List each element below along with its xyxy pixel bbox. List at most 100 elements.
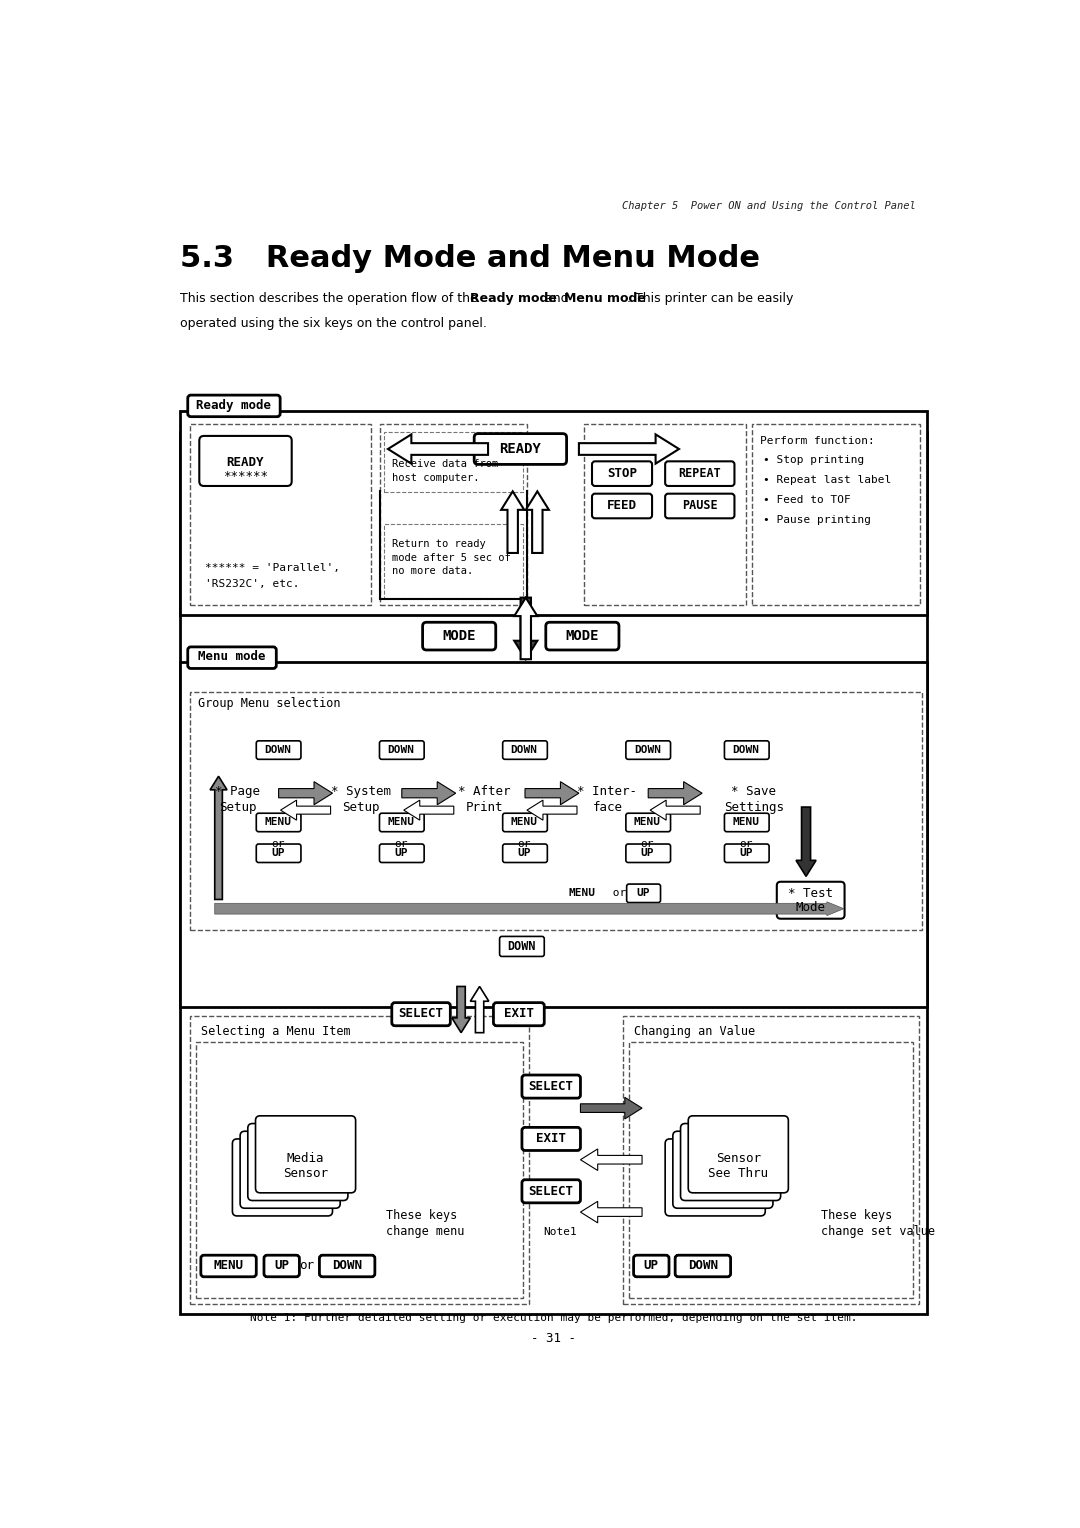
FancyBboxPatch shape [522,1128,580,1151]
FancyBboxPatch shape [201,1254,256,1277]
FancyBboxPatch shape [247,1123,348,1201]
Text: DOWN: DOWN [511,746,538,755]
FancyBboxPatch shape [680,1123,781,1201]
Text: Group Menu selection: Group Menu selection [198,697,340,711]
Bar [623,1016,919,1305]
Text: Setup: Setup [342,801,380,813]
Text: DOWN: DOWN [265,746,292,755]
Polygon shape [279,782,333,805]
FancyBboxPatch shape [634,1254,669,1277]
Text: face: face [593,801,622,813]
Text: • Stop printing: • Stop printing [762,455,864,465]
FancyBboxPatch shape [422,622,496,649]
Text: or: or [271,839,285,850]
Bar [629,1042,913,1299]
FancyBboxPatch shape [502,843,548,862]
FancyBboxPatch shape [379,741,424,759]
Text: * System: * System [330,785,391,798]
Text: change menu: change menu [387,1225,464,1238]
Text: Perform function:: Perform function: [760,437,875,446]
Text: DOWN: DOWN [688,1259,718,1273]
Text: MODE: MODE [442,630,475,643]
Text: DOWN: DOWN [508,940,536,953]
Text: • Pause printing: • Pause printing [762,515,870,524]
Text: MENU: MENU [511,817,538,828]
FancyBboxPatch shape [256,1115,355,1193]
FancyBboxPatch shape [725,741,769,759]
Polygon shape [579,434,679,463]
Text: Changing an Value: Changing an Value [634,1025,755,1038]
Text: * Save: * Save [731,785,777,798]
Text: MENU: MENU [634,817,661,828]
Text: These keys: These keys [822,1210,893,1222]
Text: • Repeat last label: • Repeat last label [762,475,891,484]
Text: Mode: Mode [796,900,826,914]
Text: host computer.: host computer. [392,474,480,483]
FancyBboxPatch shape [665,1138,766,1216]
Text: Ready mode: Ready mode [471,292,557,306]
Polygon shape [525,782,579,805]
Text: . This printer can be easily: . This printer can be easily [626,292,793,306]
FancyBboxPatch shape [688,1115,788,1193]
Text: Settings: Settings [724,801,784,813]
FancyBboxPatch shape [675,1254,730,1277]
Text: READY: READY [499,442,541,455]
Bar [384,524,523,597]
Text: This section describes the operation flow of the: This section describes the operation flo… [180,292,482,306]
Text: UP: UP [271,848,285,859]
FancyBboxPatch shape [665,494,734,518]
FancyBboxPatch shape [500,937,544,957]
Polygon shape [796,807,816,877]
Bar [752,425,920,605]
Text: Menu mode: Menu mode [564,292,646,306]
Text: UP: UP [644,1259,659,1273]
Text: * Inter-: * Inter- [578,785,637,798]
Bar [180,432,927,1314]
Text: Sensor: Sensor [283,1167,328,1180]
Text: 5.3   Ready Mode and Menu Mode: 5.3 Ready Mode and Menu Mode [180,244,760,274]
Text: Media: Media [287,1152,324,1164]
Text: DOWN: DOWN [732,746,759,755]
Text: Note1: Note1 [543,1227,577,1238]
FancyBboxPatch shape [256,813,301,831]
Text: or: or [640,839,654,850]
Text: DOWN: DOWN [333,1259,362,1273]
Text: Receive data from: Receive data from [392,460,498,469]
FancyBboxPatch shape [673,1131,773,1209]
FancyBboxPatch shape [777,882,845,918]
Text: UP: UP [517,848,531,859]
Text: PAUSE: PAUSE [681,500,717,512]
Text: change set value: change set value [822,1225,935,1238]
Text: Print: Print [465,801,503,813]
Text: Ready mode: Ready mode [197,399,271,411]
FancyBboxPatch shape [665,461,734,486]
Text: MENU: MENU [388,817,415,828]
Text: MENU: MENU [214,1259,244,1273]
Text: Chapter 5  Power ON and Using the Control Panel: Chapter 5 Power ON and Using the Control… [622,202,916,211]
FancyBboxPatch shape [502,813,548,831]
FancyArrow shape [215,902,843,915]
FancyBboxPatch shape [626,741,671,759]
FancyBboxPatch shape [725,843,769,862]
Text: Setup: Setup [219,801,257,813]
Polygon shape [281,801,330,821]
Bar [190,1016,529,1305]
Text: DOWN: DOWN [388,746,415,755]
Polygon shape [648,782,702,805]
Polygon shape [471,987,489,1033]
Text: SELECT: SELECT [529,1184,573,1198]
Text: MENU: MENU [732,817,759,828]
Polygon shape [514,597,538,659]
Polygon shape [580,1201,642,1222]
FancyBboxPatch shape [494,1002,544,1025]
Text: REPEAT: REPEAT [678,468,721,480]
Text: * After: * After [458,785,511,798]
FancyBboxPatch shape [320,1254,375,1277]
Text: UP: UP [637,888,650,898]
FancyBboxPatch shape [502,741,548,759]
Text: STOP: STOP [607,468,637,480]
Bar [197,1042,523,1299]
Bar [584,425,746,605]
Text: SELECT: SELECT [399,1007,444,1019]
Text: • Feed to TOF: • Feed to TOF [762,495,851,504]
